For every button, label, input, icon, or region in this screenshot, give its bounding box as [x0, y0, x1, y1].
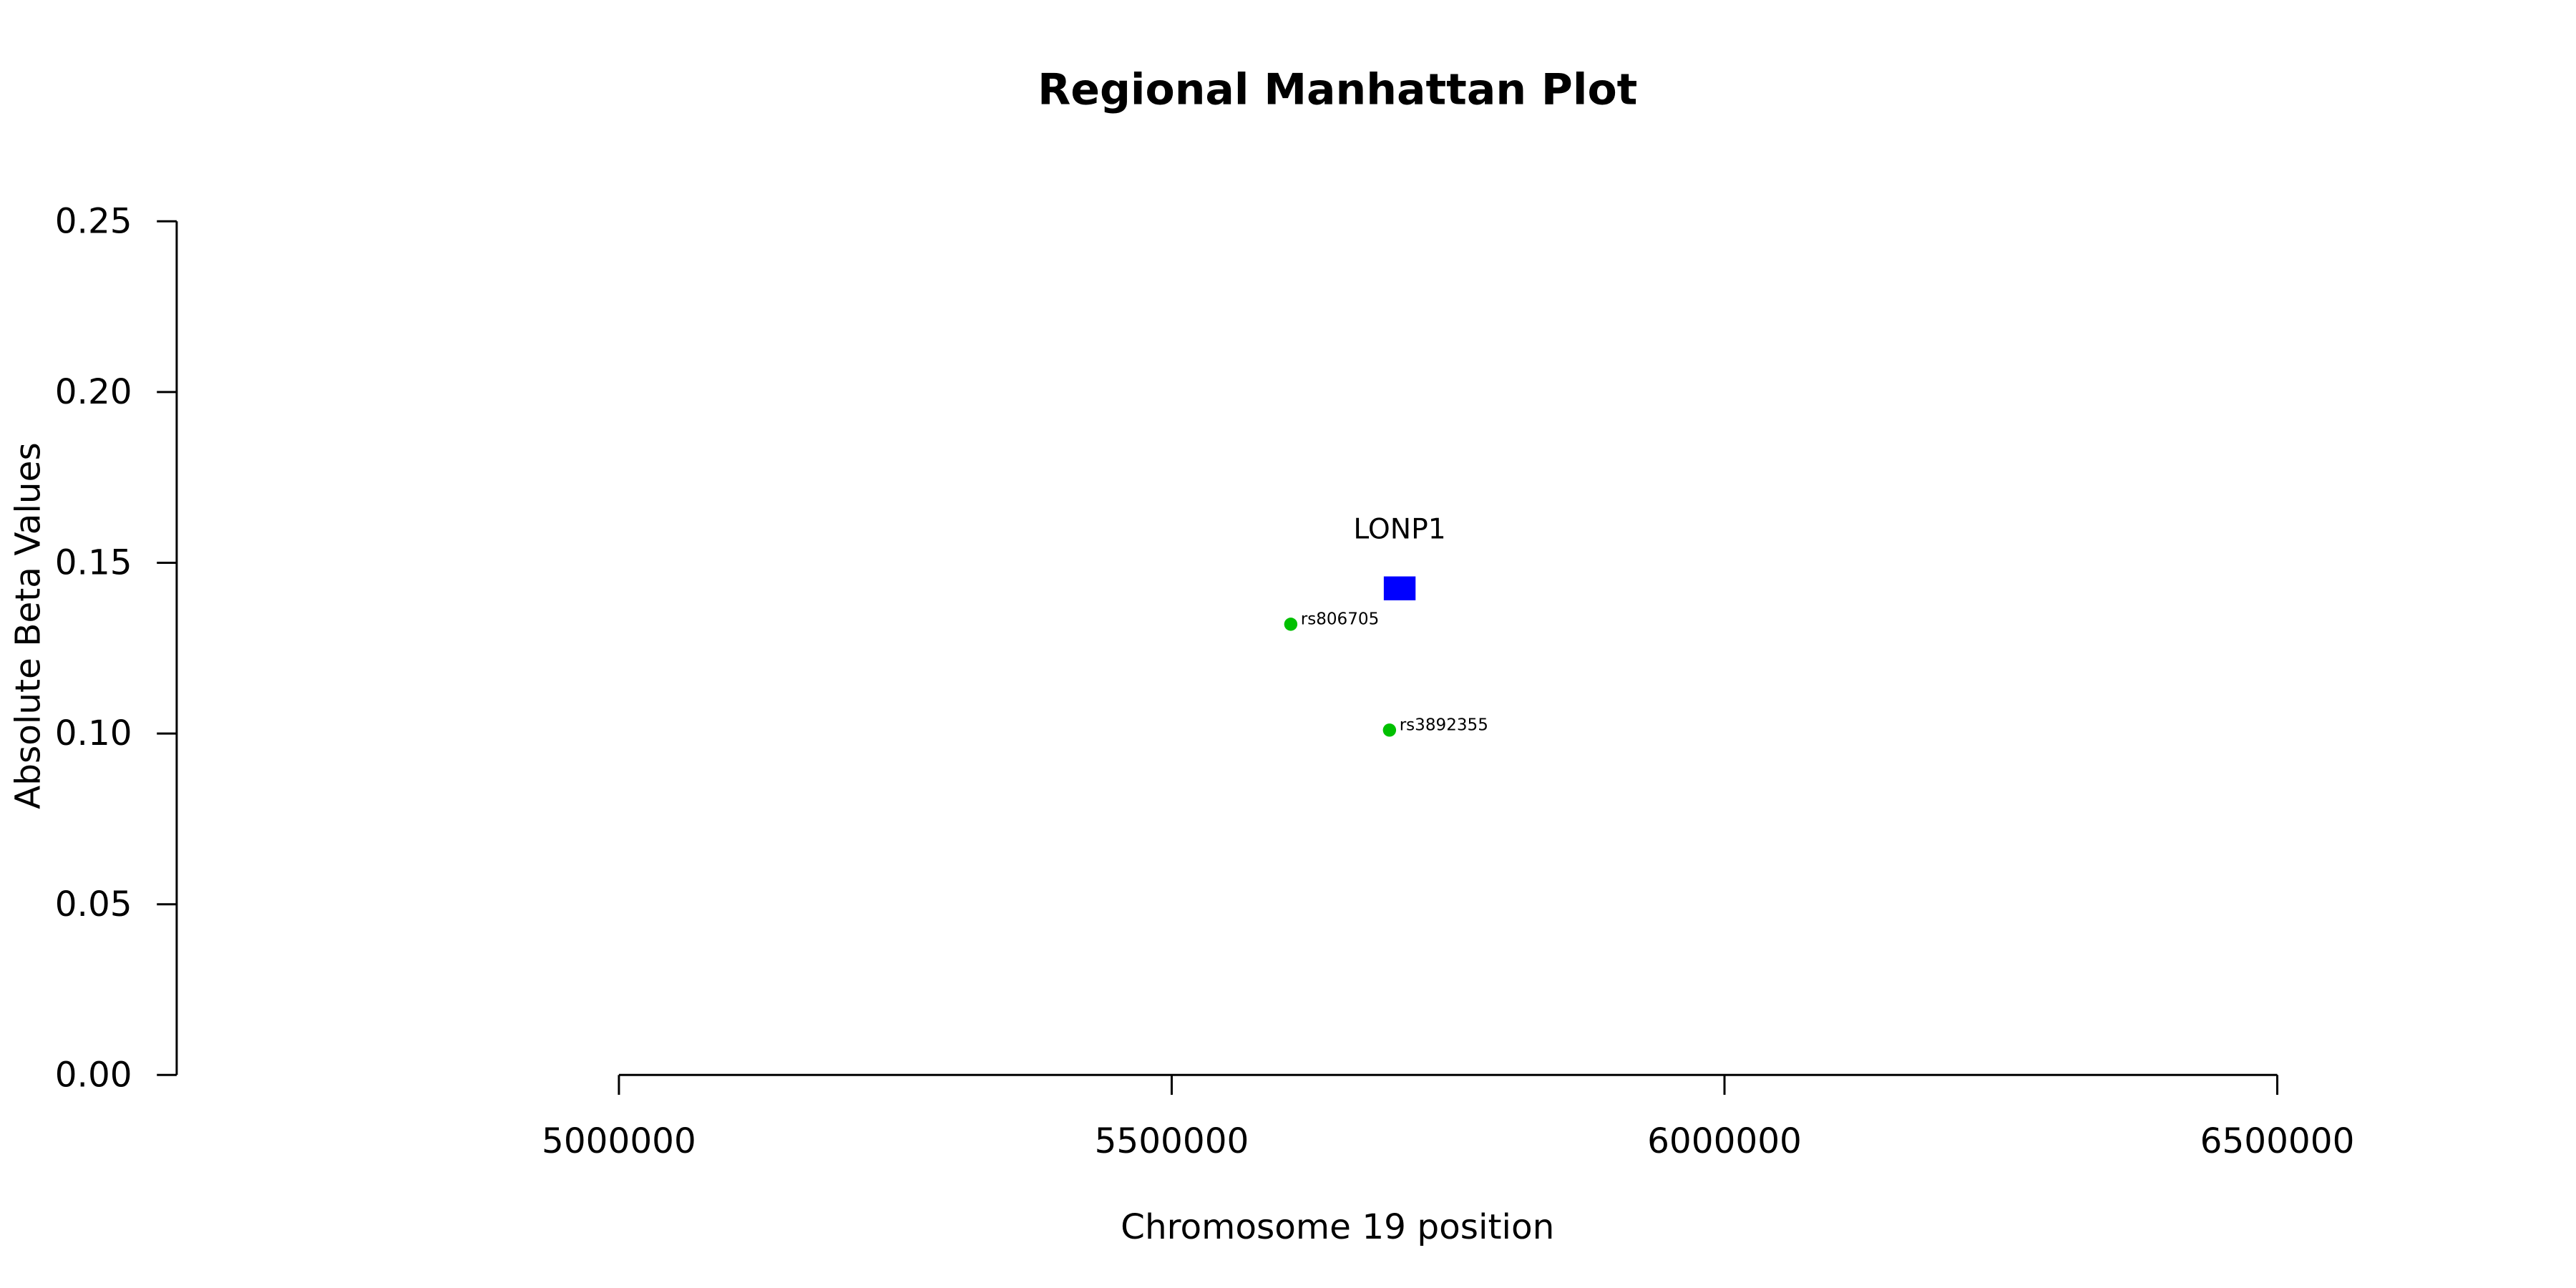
gene-label: LONP1 — [1353, 513, 1445, 545]
snp-point — [1284, 618, 1298, 631]
snp-label: rs3892355 — [1400, 716, 1488, 734]
gene — [1383, 576, 1416, 600]
y-tick-label: 0.00 — [55, 1055, 132, 1095]
y-tick-label: 0.10 — [55, 713, 132, 753]
snp-label: rs806705 — [1301, 610, 1380, 628]
y-axis-label: Absolute Beta Values — [8, 442, 48, 809]
y-tick-label: 0.05 — [55, 884, 132, 924]
chart-title: Regional Manhattan Plot — [1038, 64, 1637, 114]
x-tick-label: 5000000 — [542, 1121, 696, 1161]
snp-point — [1382, 723, 1397, 737]
y-tick-label: 0.20 — [55, 372, 132, 412]
x-axis-label: Chromosome 19 position — [1121, 1207, 1554, 1247]
y-tick-label: 0.15 — [55, 543, 132, 583]
x-tick-label: 6000000 — [1647, 1121, 1802, 1161]
y-tick-label: 0.25 — [55, 201, 132, 241]
x-tick-label: 6500000 — [2200, 1121, 2355, 1161]
x-tick-label: 5500000 — [1095, 1121, 1249, 1161]
